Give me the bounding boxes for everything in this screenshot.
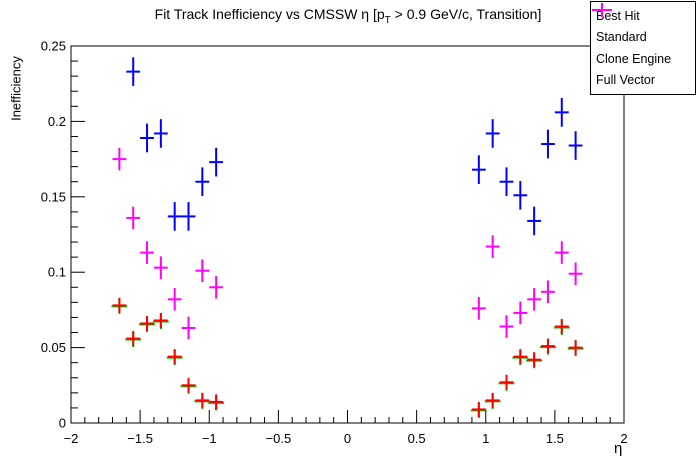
legend-entry-standard: Standard	[592, 3, 695, 48]
x-tick-label: −1	[202, 431, 217, 446]
x-tick-label: −0.5	[266, 431, 292, 446]
full-vector-marker-icon	[592, 3, 612, 17]
x-tick-label: 1	[482, 431, 489, 446]
x-tick-label: −2	[64, 431, 79, 446]
chart-title-post: > 0.9 GeV/c, Transition]	[390, 6, 542, 22]
y-tick-label: 0	[59, 416, 66, 431]
plot-frame	[70, 45, 625, 424]
y-tick-label: 0.15	[41, 189, 66, 204]
x-tick-label: 0	[344, 431, 351, 446]
legend-label: Standard	[596, 30, 647, 45]
x-tick-label: 1.5	[546, 431, 564, 446]
x-tick-label: 0.5	[408, 431, 426, 446]
x-tick-label: −1.5	[127, 431, 153, 446]
chart-title-pre: Fit Track Inefficiency vs CMSSW η [p	[154, 6, 385, 22]
legend-label: Clone Engine	[596, 51, 672, 66]
legend: Best Hit Standard Clone Engine Full Vector	[590, 1, 696, 95]
chart-title-subscript: T	[384, 14, 391, 26]
x-tick-label: 2	[620, 431, 627, 446]
legend-label: Full Vector	[596, 73, 656, 88]
x-axis-title: η	[614, 440, 623, 457]
y-tick-label: 0.05	[41, 340, 66, 355]
y-tick-label: 0.2	[48, 114, 66, 129]
y-axis-title: Inefficiency	[8, 56, 24, 121]
legend-label: Best Hit	[596, 8, 640, 23]
legend-entry-full-vector: Full Vector	[592, 3, 695, 91]
legend-entry-clone-engine: Clone Engine	[592, 3, 695, 69]
y-tick-label: 0.25	[41, 39, 66, 54]
chart-title: Fit Track Inefficiency vs CMSSW η [pT > …	[0, 6, 696, 26]
y-tick-label: 0.1	[48, 265, 66, 280]
